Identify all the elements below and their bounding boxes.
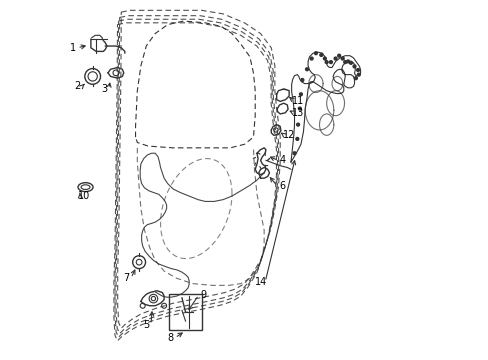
Text: 9: 9	[200, 290, 206, 300]
Circle shape	[354, 77, 357, 80]
Circle shape	[299, 93, 302, 96]
Text: 2: 2	[74, 81, 81, 91]
Text: 10: 10	[78, 191, 90, 201]
Circle shape	[357, 73, 360, 76]
Text: 12: 12	[282, 130, 294, 140]
Circle shape	[314, 52, 317, 55]
Circle shape	[349, 62, 352, 64]
Circle shape	[325, 61, 327, 64]
Text: 4: 4	[279, 156, 285, 165]
Circle shape	[300, 78, 303, 81]
Circle shape	[356, 68, 359, 71]
Circle shape	[296, 123, 299, 126]
Text: 6: 6	[278, 181, 285, 192]
Text: 8: 8	[167, 333, 173, 343]
Text: 11: 11	[291, 96, 304, 106]
Text: 5: 5	[143, 320, 149, 330]
Text: 7: 7	[123, 273, 129, 283]
Circle shape	[298, 107, 301, 110]
Circle shape	[333, 57, 336, 60]
Circle shape	[352, 65, 355, 68]
Circle shape	[323, 57, 325, 60]
Circle shape	[329, 61, 332, 64]
Circle shape	[343, 61, 346, 64]
Circle shape	[346, 60, 349, 63]
Text: 3: 3	[101, 84, 107, 94]
Circle shape	[319, 54, 322, 57]
Circle shape	[295, 138, 298, 140]
Bar	[169, 294, 201, 330]
Text: 1: 1	[70, 43, 76, 53]
Circle shape	[309, 57, 312, 60]
Text: 14: 14	[254, 277, 266, 287]
Circle shape	[341, 57, 344, 60]
Circle shape	[292, 152, 295, 155]
Circle shape	[337, 54, 340, 57]
Text: 13: 13	[291, 108, 304, 118]
Circle shape	[305, 68, 308, 71]
